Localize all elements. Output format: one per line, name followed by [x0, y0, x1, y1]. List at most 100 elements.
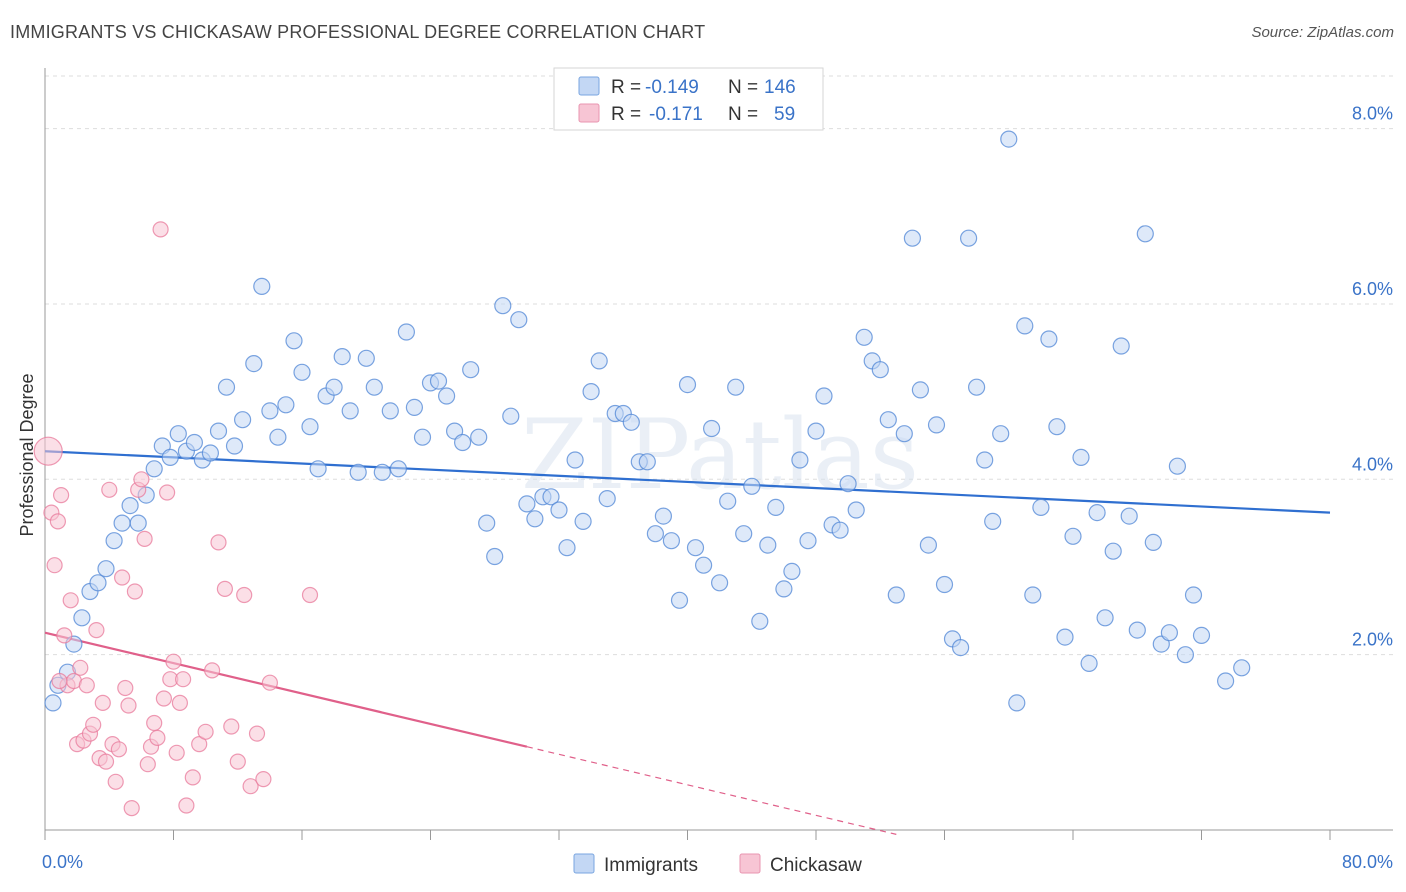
- immigrants-point: [502, 407, 520, 425]
- immigrants-point: [161, 448, 179, 466]
- x-tick-label-min: 0.0%: [42, 852, 83, 872]
- immigrants-point: [678, 376, 697, 394]
- y-axis-label: Professional Degree: [17, 373, 37, 536]
- immigrants-point: [662, 532, 681, 550]
- stats-r-value-chickasaw: -0.171: [649, 104, 703, 125]
- chickasaw-point: [175, 671, 192, 688]
- immigrants-point: [959, 229, 978, 247]
- immigrants-point: [791, 451, 809, 469]
- immigrants-point: [389, 460, 407, 478]
- chickasaw-trend-line: [44, 631, 528, 748]
- immigrants-point: [710, 574, 729, 592]
- chickasaw-point: [236, 586, 253, 604]
- immigrants-swatch-icon: [578, 76, 600, 96]
- immigrants-point: [365, 378, 383, 396]
- chickasaw-point: [139, 756, 156, 773]
- chickasaw-point: [123, 799, 140, 817]
- immigrants-point: [1168, 457, 1187, 475]
- immigrants-point: [470, 428, 488, 446]
- chickasaw-point: [242, 778, 259, 795]
- immigrants-point: [1120, 507, 1138, 525]
- immigrants-point: [518, 495, 536, 513]
- immigrants-point: [129, 514, 147, 532]
- chickasaw-point: [72, 659, 89, 676]
- legend-immigrants-icon: [573, 853, 595, 874]
- chickasaw-point: [49, 513, 67, 530]
- immigrants-point: [638, 453, 656, 471]
- chickasaw-point: [97, 753, 115, 770]
- chickasaw-point: [197, 723, 214, 740]
- immigrants-point: [357, 349, 375, 367]
- chickasaw-point: [136, 530, 153, 548]
- stats-n-value-immigrants: 146: [764, 77, 796, 98]
- legend-immigrants-label: Immigrants: [604, 855, 698, 876]
- immigrants-point: [225, 437, 244, 455]
- chickasaw-point: [51, 672, 68, 690]
- immigrants-point: [702, 419, 721, 438]
- chickasaw-point: [88, 621, 105, 639]
- immigrants-point: [1024, 586, 1042, 604]
- immigrants-point: [984, 512, 1002, 531]
- immigrants-point: [341, 402, 359, 420]
- immigrants-point: [622, 413, 640, 431]
- stats-legend: R = -0.149 N = 146 R = -0.171 N = 59: [553, 67, 824, 131]
- immigrants-point: [1080, 654, 1098, 673]
- immigrants-point: [799, 532, 817, 550]
- labels-layer: 2.0% 4.0% 6.0% 8.0%: [1352, 104, 1393, 650]
- chickasaw-point: [152, 221, 169, 238]
- immigrants-point: [261, 402, 279, 420]
- immigrants-point: [927, 416, 946, 434]
- immigrants-point: [727, 378, 745, 396]
- immigrants-point: [935, 575, 954, 594]
- legend-chickasaw-label: Chickasaw: [770, 855, 862, 876]
- immigrants-point: [967, 378, 986, 396]
- immigrants-point: [44, 694, 62, 712]
- immigrants-point: [333, 348, 351, 366]
- chart-title: IMMIGRANTS VS CHICKASAW PROFESSIONAL DEG…: [10, 22, 706, 42]
- immigrants-point: [879, 411, 897, 429]
- immigrants-point: [209, 422, 228, 440]
- chickasaw-point: [120, 697, 137, 714]
- immigrants-point: [405, 398, 423, 416]
- immigrants-point: [903, 229, 922, 247]
- chickasaw-point: [107, 773, 124, 790]
- x-tick-label-max: 80.0%: [1342, 852, 1393, 872]
- immigrants-point: [494, 297, 512, 315]
- immigrants-point: [113, 514, 131, 532]
- immigrants-point: [992, 425, 1010, 443]
- immigrants-point: [462, 361, 480, 379]
- immigrants-point: [309, 460, 327, 478]
- immigrants-point: [1104, 542, 1122, 560]
- immigrants-point: [1176, 646, 1195, 664]
- immigrants-point: [743, 477, 761, 495]
- immigrants-point: [1128, 621, 1146, 639]
- chickasaw-point: [146, 714, 163, 732]
- chickasaw-point: [126, 583, 143, 600]
- chickasaw-point: [178, 797, 195, 814]
- immigrants-point: [951, 638, 970, 657]
- chickasaw-point: [110, 741, 128, 758]
- immigrants-point: [1216, 672, 1235, 690]
- immigrants-point: [486, 547, 504, 566]
- immigrants-point: [686, 539, 705, 557]
- points-layer: [33, 130, 1251, 817]
- stats-n-value-chickasaw: 59: [774, 104, 795, 125]
- immigrants-point: [1056, 628, 1074, 646]
- chickasaw-point: [101, 481, 118, 498]
- stats-r-label-immigrants: R =: [611, 77, 641, 98]
- y-tick-label: 8.0%: [1352, 104, 1393, 124]
- stats-r-label-chickasaw: R =: [611, 104, 641, 125]
- chickasaw-point: [62, 592, 79, 609]
- immigrants-point: [1032, 498, 1050, 516]
- immigrants-point: [1233, 659, 1251, 677]
- chickasaw-swatch-icon: [578, 103, 600, 123]
- stats-r-value-immigrants: -0.149: [645, 77, 699, 98]
- immigrants-point: [775, 580, 793, 598]
- immigrants-point: [919, 536, 938, 554]
- immigrants-point: [550, 501, 568, 519]
- chickasaw-point: [223, 718, 240, 735]
- immigrants-point: [397, 323, 415, 341]
- immigrants-point: [325, 378, 343, 396]
- immigrants-point: [145, 460, 163, 478]
- immigrants-point: [478, 514, 496, 532]
